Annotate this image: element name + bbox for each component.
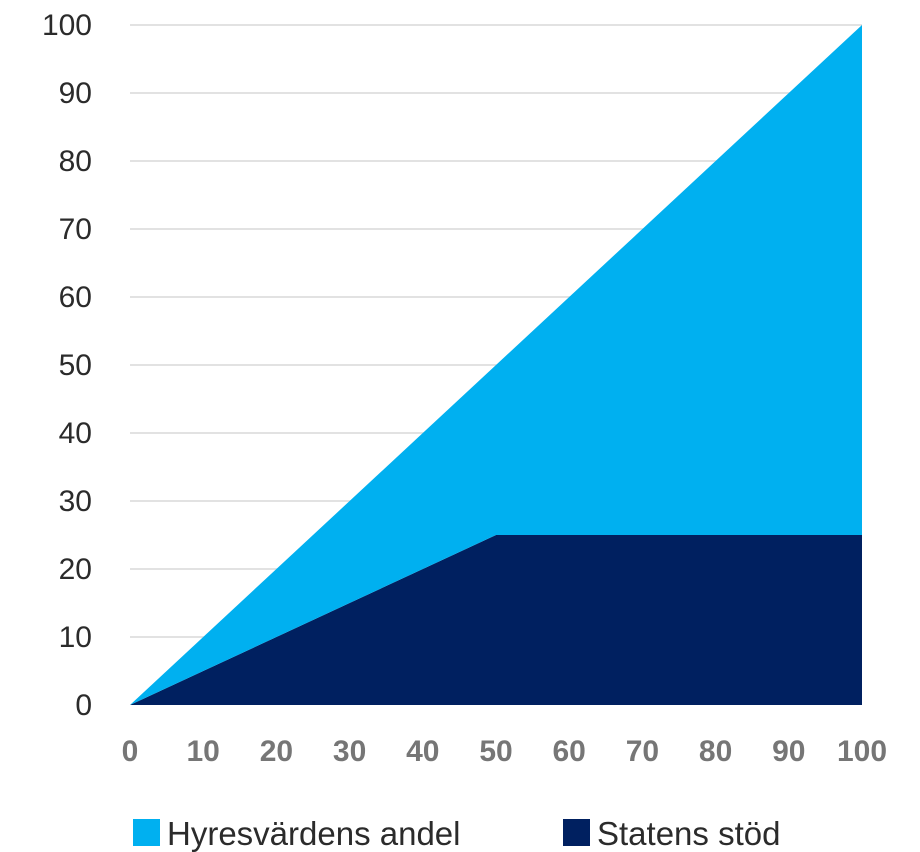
x-axis: 0 10 20 30 40 50 60 70 80 90 100 xyxy=(122,735,887,768)
x-tick-label-70: 70 xyxy=(626,735,659,768)
area-series-1 xyxy=(130,25,862,705)
x-tick-label-20: 20 xyxy=(260,735,293,768)
y-tick-label-50: 50 xyxy=(59,349,92,382)
legend-label-0: Hyresvärdens andel xyxy=(167,815,461,852)
legend: Hyresvärdens andel Statens stöd xyxy=(133,815,780,852)
legend-label-1: Statens stöd xyxy=(597,815,780,852)
y-tick-label-0: 0 xyxy=(75,689,92,722)
x-tick-label-80: 80 xyxy=(699,735,732,768)
y-axis: 0 10 20 30 40 50 60 70 80 90 100 xyxy=(42,9,92,722)
x-tick-label-90: 90 xyxy=(772,735,805,768)
x-tick-label-100: 100 xyxy=(837,735,887,768)
y-tick-label-30: 30 xyxy=(59,485,92,518)
legend-swatch-1 xyxy=(563,819,590,846)
x-tick-label-40: 40 xyxy=(406,735,439,768)
x-tick-label-0: 0 xyxy=(122,735,139,768)
y-tick-label-90: 90 xyxy=(59,77,92,110)
y-tick-label-80: 80 xyxy=(59,145,92,178)
area-series-0 xyxy=(130,535,862,705)
y-tick-label-100: 100 xyxy=(42,9,92,42)
x-tick-label-50: 50 xyxy=(479,735,512,768)
x-tick-label-30: 30 xyxy=(333,735,366,768)
area-layer xyxy=(130,25,862,705)
y-tick-label-40: 40 xyxy=(59,417,92,450)
legend-item-0: Hyresvärdens andel xyxy=(133,815,461,852)
y-tick-label-70: 70 xyxy=(59,213,92,246)
y-tick-label-10: 10 xyxy=(59,621,92,654)
y-tick-label-60: 60 xyxy=(59,281,92,314)
x-tick-label-60: 60 xyxy=(553,735,586,768)
legend-swatch-0 xyxy=(133,819,160,846)
legend-item-1: Statens stöd xyxy=(563,815,780,852)
y-tick-label-20: 20 xyxy=(59,553,92,586)
x-tick-label-10: 10 xyxy=(187,735,220,768)
